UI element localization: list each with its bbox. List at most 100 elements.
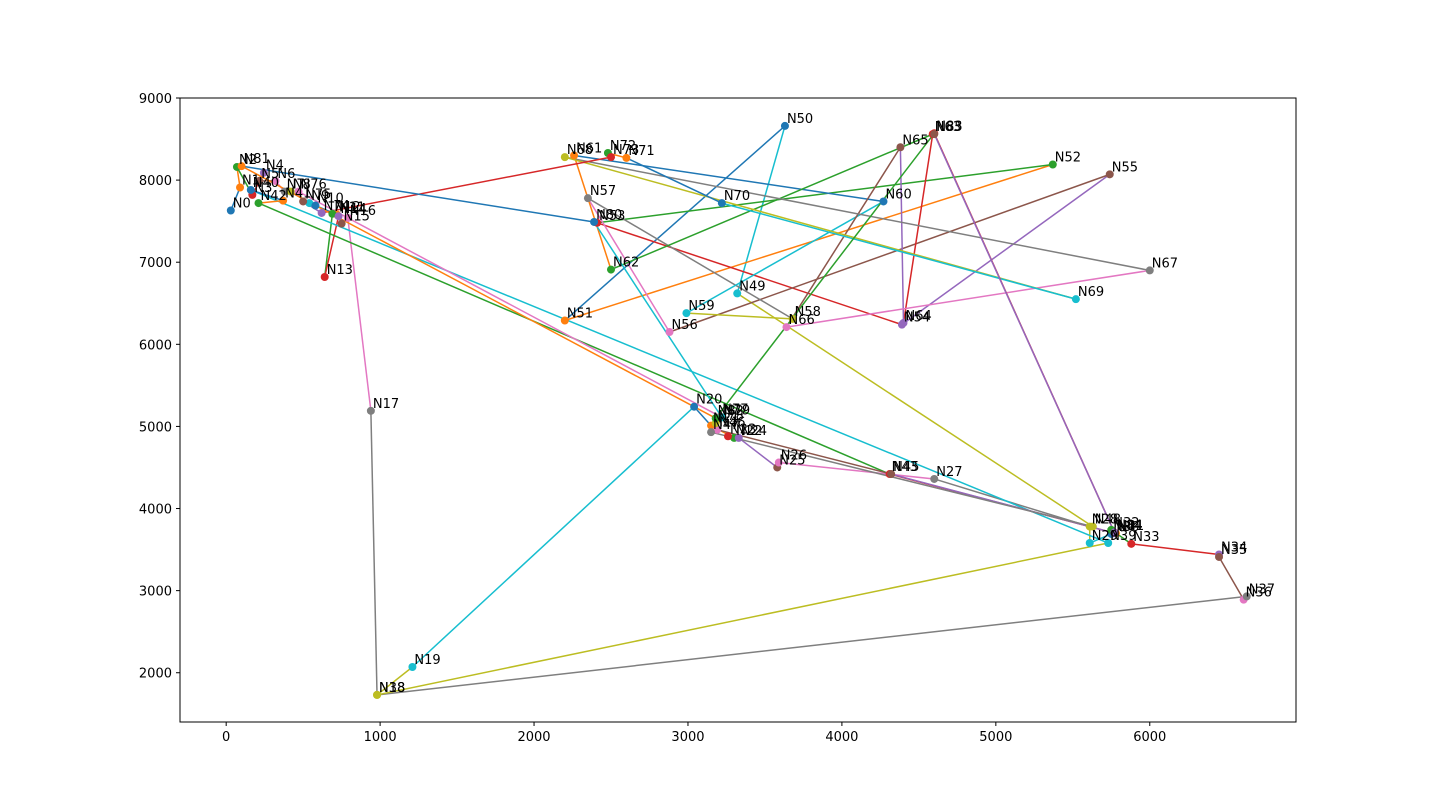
label-N13: N13 [327,263,353,278]
point-N60 [879,197,888,206]
label-N14: N14 [341,202,367,217]
label-N62: N62 [613,256,639,271]
point-N74 [317,208,326,217]
edge-N82-N83 [715,132,935,419]
point-N27 [930,474,939,483]
point-N57 [583,194,592,203]
labels-layer: N0N1N2N3N4N5N6N7N8N9N10N11N12N13N14N15N1… [233,112,1275,696]
label-N76: N76 [301,178,327,193]
label-N48: N48 [1095,513,1121,528]
label-N18: N18 [379,681,405,696]
label-N38: N38 [379,681,405,696]
label-N58: N58 [795,305,821,320]
label-N2: N2 [239,153,257,168]
edge-N47-N48 [710,431,1093,528]
label-N28: N28 [1092,513,1118,528]
x-tick-label-4000: 4000 [825,730,858,745]
point-N64 [899,318,908,327]
point-N45 [887,470,896,479]
point-N40 [246,185,255,194]
point-N55 [1105,170,1114,179]
point-N59 [682,309,691,318]
edge-N56-N57 [587,197,671,333]
point-N5 [255,176,264,185]
label-N85: N85 [936,120,962,135]
edge-N52-N53 [597,163,1053,224]
point-N49 [733,289,742,298]
label-N21: N21 [713,412,739,427]
label-N67: N67 [1152,256,1178,271]
label-N47: N47 [713,418,739,433]
label-N10: N10 [317,192,343,207]
edge-N49-N50 [736,125,786,294]
label-N74: N74 [324,199,350,214]
label-N6: N6 [277,167,295,182]
edge-N18-N19 [376,666,413,696]
point-N19 [408,662,417,671]
label-N59: N59 [688,299,714,314]
edge-N41-N42 [258,199,284,204]
point-N76 [294,187,303,196]
label-N43: N43 [892,460,918,475]
label-N20: N20 [696,393,722,408]
point-N9 [305,199,314,208]
edge-N58-N59 [686,312,793,320]
label-N1: N1 [242,173,260,188]
edge-N53-N54 [596,222,903,326]
point-N56 [665,328,674,336]
label-N40: N40 [253,176,279,191]
edge-N35-N36 [1218,556,1245,601]
point-N14 [334,212,343,221]
edge-N70-N71 [626,157,723,204]
point-N65 [896,143,905,152]
label-N17: N17 [373,397,399,412]
y-tick-label-4000: 4000 [139,503,172,518]
label-N83: N83 [936,119,962,134]
label-N3: N3 [254,181,272,196]
label-N15: N15 [344,210,370,225]
point-N79 [717,413,726,422]
edge-N39-N40 [250,189,1109,544]
edge-N73-N74 [321,156,612,214]
edge-N40-N41 [250,189,284,202]
edge-N13-N14 [323,216,340,278]
label-N45: N45 [893,460,919,475]
edge-N84-N85 [933,133,1116,533]
label-N0: N0 [233,196,251,211]
label-N52: N52 [1055,151,1081,166]
point-N61 [570,151,579,160]
label-N55: N55 [1112,160,1138,175]
point-N26 [774,458,783,467]
label-N72: N72 [610,139,636,154]
point-N33 [1127,539,1136,548]
label-N5: N5 [261,167,279,182]
x-tick-label-1000: 1000 [364,730,397,745]
edge-N37-N38 [376,595,1247,696]
point-N70 [717,199,726,208]
label-N57: N57 [590,184,616,199]
x-tick-label-2000: 2000 [517,730,550,745]
edge-N81-N82 [241,165,717,419]
point-N6 [271,176,280,185]
label-N9: N9 [311,189,329,204]
point-N84 [1110,528,1119,537]
edge-N16-N17 [347,217,372,411]
edge-N66-N67 [786,269,1150,328]
edge-N76-N77 [298,190,721,418]
edge-N67-N68 [564,156,1150,272]
point-N62 [607,265,616,274]
label-N53: N53 [599,209,625,224]
label-N49: N49 [739,279,765,294]
edge-N79-N80 [593,221,723,418]
edge-N19-N20 [411,406,695,668]
point-N23 [723,432,732,441]
point-N15 [337,219,346,228]
edge-N63-N64 [902,134,934,324]
edge-N69-N70 [721,202,1077,300]
point-N20 [690,402,699,411]
edge-N17-N18 [370,410,378,695]
point-N81 [237,162,246,171]
label-N42: N42 [261,189,287,204]
label-N78: N78 [718,409,744,424]
